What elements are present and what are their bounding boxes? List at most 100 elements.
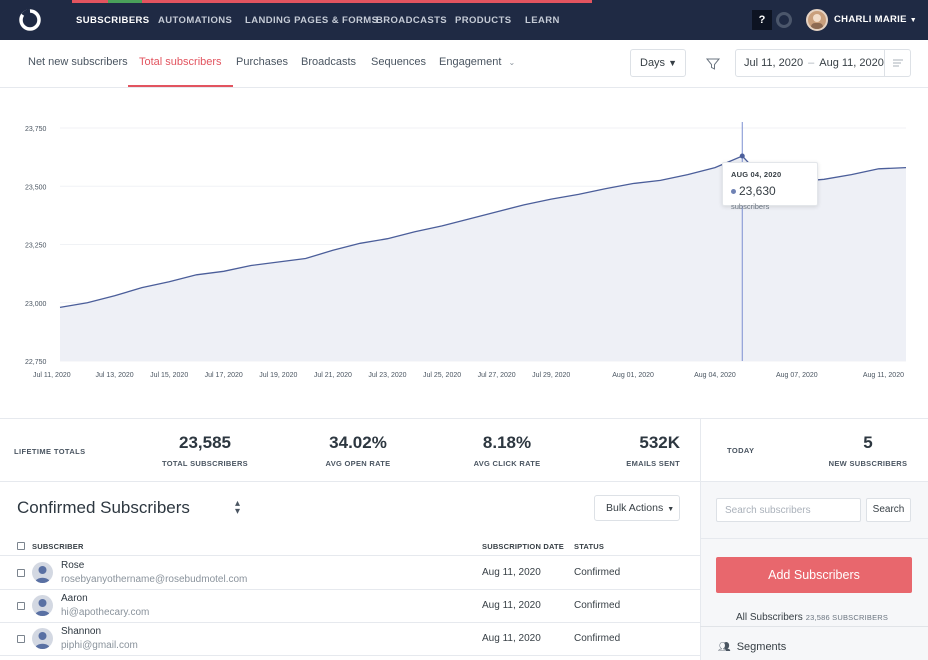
date-preset-button[interactable] (884, 50, 910, 76)
x-tick-label: Aug 01, 2020 (612, 372, 654, 379)
tab-sequences[interactable]: Sequences (371, 56, 427, 68)
sort-toggle-icon[interactable]: ▴ ▾ (235, 498, 241, 517)
x-tick-label: Jul 17, 2020 (205, 372, 243, 379)
user-menu[interactable]: CHARLI MARIE ▼ (834, 0, 917, 41)
user-avatar[interactable] (806, 9, 828, 31)
table-row[interactable]: Aaron hi@apothecary.com Aug 11, 2020 Con… (0, 590, 700, 623)
status-text: Confirmed (574, 633, 621, 644)
subscription-date: Aug 11, 2020 (482, 633, 541, 644)
y-tick-label: 22,750 (25, 359, 47, 366)
x-tick-label: Jul 15, 2020 (150, 372, 188, 379)
row-checkbox[interactable] (17, 635, 25, 643)
stat-label: TOTAL SUBSCRIBERS (162, 459, 248, 468)
x-tick-label: Aug 11, 2020 (863, 372, 904, 379)
x-tick-label: Jul 23, 2020 (368, 372, 406, 379)
subscriber-email: rosebyanyothername@rosebudmotel.com (61, 574, 248, 585)
row-checkbox[interactable] (17, 569, 25, 577)
tooltip-date: AUG 04, 2020 (731, 170, 782, 179)
total-subscribers-chart[interactable]: 23,750 23,500 23,250 23,000 22,750 Jul 11, 20… (0, 90, 928, 390)
filter-funnel-icon (705, 58, 721, 70)
x-tick-label: Jul 19, 2020 (259, 372, 297, 379)
row-checkbox[interactable] (17, 602, 25, 610)
stat-label: AVG CLICK RATE (473, 459, 541, 468)
date-range-picker[interactable]: Jul 11, 2020– Aug 11, 2020 (735, 49, 911, 77)
bulk-actions-button[interactable]: Bulk Actions ▼ (594, 495, 680, 521)
subscriber-name[interactable]: Rose (61, 560, 85, 571)
tab-net-new-subscribers[interactable]: Net new subscribers (28, 56, 128, 68)
y-tick-label: 23,000 (25, 301, 47, 308)
sidebar-divider (700, 538, 928, 539)
x-tick-label: Jul 27, 2020 (478, 372, 516, 379)
nav-learn[interactable]: LEARN (525, 15, 560, 26)
convertkit-logo-icon[interactable] (17, 7, 43, 33)
today-label: TODAY (727, 446, 755, 455)
stat-emails-sent: 532K EMAILS SENT (600, 433, 680, 468)
y-tick-label: 23,250 (25, 243, 47, 250)
tab-engagement[interactable]: Engagement ⌄ (439, 40, 515, 87)
nav-automations[interactable]: AUTOMATIONS (158, 15, 233, 26)
select-all-checkbox[interactable] (17, 542, 25, 550)
avatar (32, 628, 53, 649)
subscriber-name[interactable]: Shannon (61, 626, 102, 637)
segments-label: Segments (736, 641, 787, 653)
hover-point (739, 153, 745, 159)
help-button[interactable]: ? (752, 10, 772, 30)
table-header: SUBSCRIBER SUBSCRIPTION DATE STATUS (0, 540, 700, 556)
tab-purchases[interactable]: Purchases (236, 56, 288, 68)
table-row[interactable]: Rose rosebyanyothername@rosebudmotel.com… (0, 557, 700, 590)
y-tick-label: 23,750 (25, 126, 47, 133)
x-tick-label: Jul 21, 2020 (314, 372, 352, 379)
table-row[interactable]: Shannon piphi@gmail.com Aug 11, 2020 Con… (0, 623, 700, 656)
x-tick-label: Jul 29, 2020 (532, 372, 570, 379)
top-nav: SUBSCRIBERS AUTOMATIONS LANDING PAGES & … (0, 0, 928, 40)
filter-button[interactable] (698, 49, 726, 77)
avatar (32, 595, 53, 616)
caret-down-icon: ▼ (667, 506, 675, 513)
column-status[interactable]: STATUS (574, 542, 605, 551)
stat-total-subscribers: 23,585 TOTAL SUBSCRIBERS (160, 433, 250, 468)
avatar (32, 562, 53, 583)
all-subscribers-link[interactable]: All Subscribers 23,586 SUBSCRIBERS (736, 612, 888, 623)
search-subscribers-input[interactable] (716, 498, 861, 522)
chevron-down-icon: ▼ (668, 58, 677, 68)
tab-total-subscribers[interactable]: Total subscribers (128, 40, 233, 87)
stat-label: EMAILS SENT (626, 459, 680, 468)
search-button[interactable]: Search (866, 498, 911, 522)
chevron-down-icon: ▼ (909, 17, 917, 24)
tab-engagement-label: Engagement (439, 56, 502, 68)
nav-broadcasts[interactable]: BROADCASTS (376, 15, 448, 26)
tab-broadcasts[interactable]: Broadcasts (301, 56, 357, 68)
loading-ring-icon (776, 12, 792, 28)
stat-value: 8.18% (482, 433, 532, 452)
x-tick-label: Aug 04, 2020 (694, 372, 736, 379)
nav-subscribers[interactable]: SUBSCRIBERS (76, 15, 150, 26)
date-end: Aug 11, 2020 (819, 57, 884, 69)
date-start: Jul 11, 2020 (744, 57, 804, 69)
sidebar-divider (700, 626, 928, 627)
chart-tooltip: AUG 04, 2020 23,630 subscribers (722, 162, 818, 211)
column-subscription-date[interactable]: SUBSCRIPTION DATE (482, 542, 565, 551)
stat-value: 23,585 (179, 433, 231, 452)
stat-label: AVG OPEN RATE (325, 459, 391, 468)
add-subscribers-button[interactable]: Add Subscribers (716, 557, 912, 593)
subscriber-name[interactable]: Aaron (61, 593, 88, 604)
nav-landing-pages-forms[interactable]: LANDING PAGES & FORMS (245, 15, 379, 26)
tooltip-value: 23,630 subscribers (731, 184, 817, 212)
lines-menu-icon (893, 59, 903, 67)
segments-link[interactable]: 👥︎ Segments (718, 641, 786, 653)
date-separator: – (808, 57, 815, 69)
nav-products[interactable]: PRODUCTS (455, 15, 512, 26)
y-tick-label: 23,500 (25, 184, 47, 191)
stats-divider (700, 419, 701, 483)
list-title[interactable]: Confirmed Subscribers (17, 498, 190, 517)
stat-label: NEW SUBSCRIBERS (828, 459, 908, 468)
interval-select[interactable]: Days ▼ (630, 49, 686, 77)
top-accent-strip (72, 0, 592, 3)
subscription-date: Aug 11, 2020 (482, 567, 541, 578)
chevron-down-icon: ⌄ (508, 58, 516, 67)
stat-avg-click-rate: 8.18% AVG CLICK RATE (462, 433, 552, 468)
lifetime-totals-label: LIFETIME TOTALS (14, 447, 86, 456)
report-tabs-bar: Net new subscribers Total subscribers Pu… (0, 40, 928, 88)
people-group-icon: 👥︎ (718, 642, 731, 653)
bulk-actions-label: Bulk Actions (606, 502, 664, 514)
